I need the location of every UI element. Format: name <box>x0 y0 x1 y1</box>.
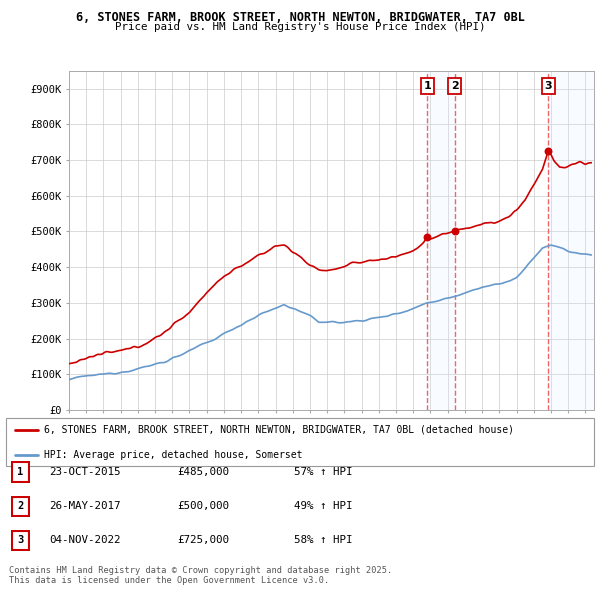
Text: 23-OCT-2015: 23-OCT-2015 <box>49 467 121 477</box>
Text: Price paid vs. HM Land Registry's House Price Index (HPI): Price paid vs. HM Land Registry's House … <box>115 22 485 32</box>
Text: £500,000: £500,000 <box>177 502 229 511</box>
Text: 6, STONES FARM, BROOK STREET, NORTH NEWTON, BRIDGWATER, TA7 0BL (detached house): 6, STONES FARM, BROOK STREET, NORTH NEWT… <box>44 425 514 435</box>
Bar <box>427 71 455 410</box>
Text: HPI: Average price, detached house, Somerset: HPI: Average price, detached house, Some… <box>44 450 303 460</box>
Text: 57% ↑ HPI: 57% ↑ HPI <box>294 467 353 477</box>
Text: 3: 3 <box>544 81 552 91</box>
Text: 26-MAY-2017: 26-MAY-2017 <box>49 502 121 511</box>
Text: 2: 2 <box>451 81 458 91</box>
Text: 1: 1 <box>17 467 23 477</box>
Text: 3: 3 <box>17 536 23 545</box>
Point <box>544 146 553 156</box>
Text: 1: 1 <box>424 81 431 91</box>
Text: 49% ↑ HPI: 49% ↑ HPI <box>294 502 353 511</box>
Text: This data is licensed under the Open Government Licence v3.0.: This data is licensed under the Open Gov… <box>9 576 329 585</box>
Point <box>422 232 432 241</box>
Point <box>450 227 460 236</box>
Text: 6, STONES FARM, BROOK STREET, NORTH NEWTON, BRIDGWATER, TA7 0BL: 6, STONES FARM, BROOK STREET, NORTH NEWT… <box>76 11 524 24</box>
Text: £725,000: £725,000 <box>177 536 229 545</box>
Text: 58% ↑ HPI: 58% ↑ HPI <box>294 536 353 545</box>
Text: 04-NOV-2022: 04-NOV-2022 <box>49 536 121 545</box>
Text: 2: 2 <box>17 502 23 511</box>
Text: Contains HM Land Registry data © Crown copyright and database right 2025.: Contains HM Land Registry data © Crown c… <box>9 566 392 575</box>
Text: £485,000: £485,000 <box>177 467 229 477</box>
Bar <box>548 71 594 410</box>
